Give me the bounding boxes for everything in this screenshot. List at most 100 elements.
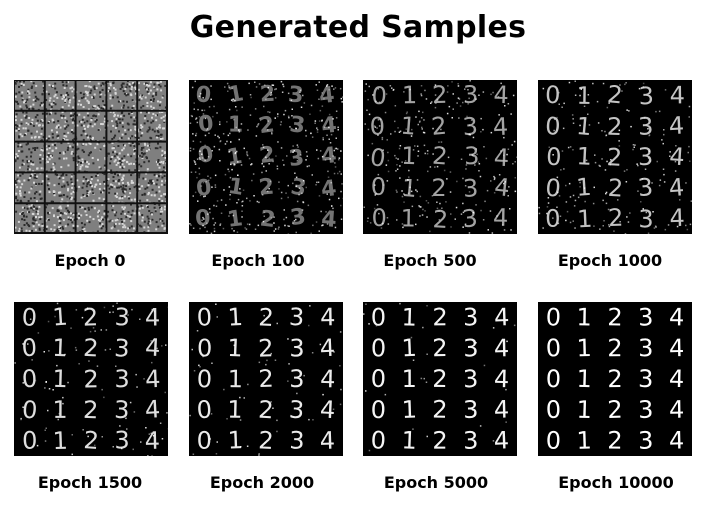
sample-digit: 4 [669,303,685,331]
sample-digit: 0 [197,334,212,362]
sample-digit: 2 [432,427,447,455]
sample-digit: 1 [401,142,417,170]
sample-digit: 4 [668,112,685,141]
sample-digit: 0 [197,427,212,455]
sample-digit: 3 [463,334,479,363]
sample-digit: 1 [227,334,243,363]
sample-digit: 1 [400,204,416,232]
panel-label-epoch-5000: Epoch 5000 [383,473,489,492]
sample-digit: 3 [464,142,480,170]
sample-digit: 3 [287,145,305,172]
sample-digit: 0 [196,142,215,169]
sample-digit: 0 [195,175,213,201]
sample-digit: 4 [320,113,338,139]
sample-digit: 0 [197,365,213,393]
sample-digit: 2 [432,396,448,424]
sample-digit: 1 [52,396,67,424]
sample-digit: 0 [21,303,37,332]
sample-digit: 0 [196,396,213,425]
sample-digit: 4 [492,113,508,142]
sample-digit: 3 [638,334,654,362]
sample-digit: 1 [226,206,244,233]
sample-digit: 0 [369,112,385,140]
panel-label-epoch-2000: Epoch 2000 [209,473,315,492]
sample-digit: 3 [114,334,131,363]
sample-grid: 0 1 2 3 40 1 2 3 40 1 2 3 40 1 2 3 40 1 2 3 4 [189,80,343,234]
sample-digit: 1 [226,81,246,108]
sample-digit: 1 [401,426,417,455]
sample-digit: 4 [494,303,510,332]
sample-digit: 2 [432,334,448,362]
sample-digit: 2 [258,365,274,394]
sample-grid: 0 1 2 3 40 1 2 3 40 1 2 3 40 1 2 3 40 1 2 3 4 [538,80,692,234]
sample-digit: 1 [401,334,417,363]
figure-title: Generated Samples [189,10,527,45]
sample-digit: 2 [608,204,624,233]
panel-label-epoch-10000: Epoch 10000 [558,473,674,492]
sample-digit: 2 [83,334,100,363]
sample-grid: 0 1 2 3 40 1 2 3 40 1 2 3 40 1 2 3 40 1 2 3 4 [363,302,517,456]
sample-digit: 2 [257,112,276,139]
sample-digit: 4 [319,427,335,455]
sample-digit: 0 [545,365,561,393]
sample-digit: 0 [545,81,561,109]
sample-digit: 3 [638,396,654,424]
sample-digit: 2 [606,113,622,142]
sample-digit: 4 [145,365,161,394]
sample-digit: 3 [637,173,655,202]
sample-digit: 0 [371,204,387,232]
sample-digit: 4 [321,207,338,233]
sample-digit: 1 [576,303,592,331]
sample-digit: 4 [144,427,160,455]
sample-digit: 3 [463,426,479,454]
sample-digit: 0 [546,143,562,171]
sample-digit: 1 [576,142,593,171]
sample-digit: 1 [402,365,417,393]
sample-digit: 1 [577,205,594,234]
sample-digit: 2 [607,334,622,362]
sample-digit: 0 [545,205,560,233]
sample-digit: 3 [638,426,654,454]
sample-digit: 0 [371,82,388,111]
sample-digit: 4 [493,204,509,232]
sample-digit: 0 [196,303,212,331]
sample-grid: 0 1 2 3 40 1 2 3 40 1 2 3 40 1 2 3 40 1 2 3 4 [538,302,692,456]
sample-digit: 4 [320,176,338,203]
sample-digit: 0 [197,111,215,137]
sample-digit: 0 [545,334,561,362]
sample-digit: 4 [145,303,161,331]
sample-digit: 0 [545,396,561,424]
sample-digit: 0 [544,174,562,203]
sample-digit: 1 [52,365,68,393]
sample-grid: 0 1 2 3 40 1 2 3 40 1 2 3 40 1 2 3 40 1 2 3 4 [14,302,168,456]
sample-digit: 2 [432,205,449,234]
sample-digit: 4 [494,365,510,393]
sample-digit: 3 [463,303,479,331]
sample-digit: 4 [493,81,509,109]
panel-label-epoch-100: Epoch 100 [211,251,305,270]
sample-digit: 3 [462,174,479,203]
sample-digit: 0 [371,173,387,201]
sample-digit: 0 [22,426,38,454]
sample-digit: 4 [669,365,685,393]
sample-digit: 3 [463,396,479,424]
sample-digit: 4 [320,365,336,393]
sample-digit: 4 [670,81,686,109]
sample-digit: 3 [638,205,653,233]
sample-digit: 1 [576,426,592,454]
sample-digit: 3 [462,365,478,394]
sample-digit: 1 [226,174,245,201]
sample-digit: 4 [669,204,685,232]
sample-digit: 0 [546,426,562,454]
sample-grid: 0 1 2 3 40 1 2 3 40 1 2 3 40 1 2 3 40 1 2 3 4 [189,302,343,456]
sample-digit: 1 [576,82,592,110]
sample-digit: 1 [401,303,417,331]
sample-digit: 2 [607,174,624,203]
sample-digit: 2 [606,143,623,172]
sample-digit: 3 [638,112,654,140]
sample-digit: 2 [431,142,448,171]
sample-digit: 3 [288,396,305,425]
